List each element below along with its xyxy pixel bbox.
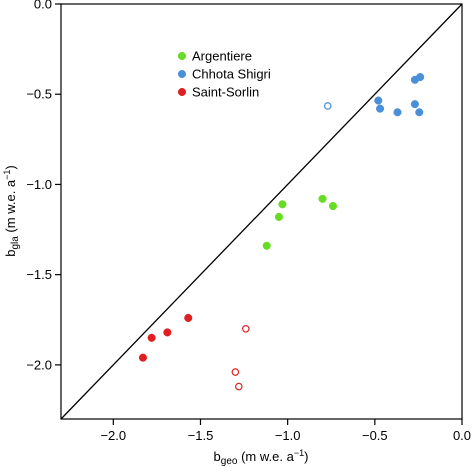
x-tick-label: −2.0 <box>100 428 126 443</box>
y-tick-label: −2.0 <box>26 357 52 372</box>
point-argentiere <box>278 200 287 209</box>
point-saint-sorlin <box>163 328 172 337</box>
x-tick-label: −0.5 <box>362 428 388 443</box>
data-points <box>138 73 425 391</box>
point-saint-sorlin <box>231 368 240 376</box>
point-saint-sorlin <box>147 333 156 342</box>
x-axis-ticks: −2.0 −1.5 −1.0 −0.5 0.0 <box>100 419 471 443</box>
x-axis-label-sup: −1 <box>294 448 304 458</box>
legend-label: Chhota Shigri <box>192 67 271 82</box>
y-axis-label-text: (m w.e. a <box>3 179 18 236</box>
legend-label: Argentiere <box>192 49 252 64</box>
one-to-one-line <box>60 3 463 420</box>
y-axis-label-main: b <box>3 250 18 257</box>
legend-marker <box>177 87 187 97</box>
point-chhota-shigri <box>410 100 419 109</box>
legend-marker <box>177 51 187 61</box>
point-saint-sorlin <box>184 313 193 323</box>
point-saint-sorlin <box>235 382 243 391</box>
point-chhota-shigri <box>416 73 425 82</box>
point-chhota-shigri <box>376 104 385 113</box>
point-argentiere <box>328 202 338 211</box>
point-saint-sorlin <box>138 353 147 362</box>
x-axis-label-end: ) <box>304 449 308 464</box>
legend-label: Saint-Sorlin <box>192 85 259 100</box>
point-argentiere <box>318 194 327 203</box>
legend: Argentiere Chhota Shigri Saint-Sorlin <box>177 49 271 100</box>
y-axis-ticks: −2.0 −1.5 −1.0 −0.5 0.0 <box>26 0 61 372</box>
x-tick-label: −1.5 <box>188 428 214 443</box>
y-tick-label: 0.0 <box>34 0 52 12</box>
x-axis-label-main: b <box>214 449 221 464</box>
y-axis-label-sub: gla <box>10 236 21 250</box>
y-tick-label: −0.5 <box>26 87 52 102</box>
y-tick-label: −1.0 <box>26 177 52 192</box>
y-axis-label-sup: −1 <box>2 170 12 180</box>
point-chhota-shigri <box>415 108 424 117</box>
plot-frame <box>60 3 463 420</box>
legend-marker <box>177 69 187 79</box>
point-argentiere <box>262 241 271 250</box>
x-tick-label: −1.0 <box>275 428 301 443</box>
y-tick-label: −1.5 <box>26 267 52 282</box>
x-tick-label: 0.0 <box>453 428 471 443</box>
point-saint-sorlin <box>242 324 250 333</box>
y-axis-label: bgla (m w.e. a−1) <box>2 165 21 257</box>
point-chhota-shigri <box>323 102 332 110</box>
x-axis-label-text: (m w.e. a <box>237 449 294 464</box>
y-axis-label-end: ) <box>3 165 18 169</box>
x-axis-label-sub: geo <box>221 456 238 467</box>
point-chhota-shigri <box>374 96 383 105</box>
point-chhota-shigri <box>393 108 402 117</box>
x-axis-label: bgeo (m w.e. a−1) <box>214 448 309 467</box>
point-argentiere <box>274 212 283 221</box>
